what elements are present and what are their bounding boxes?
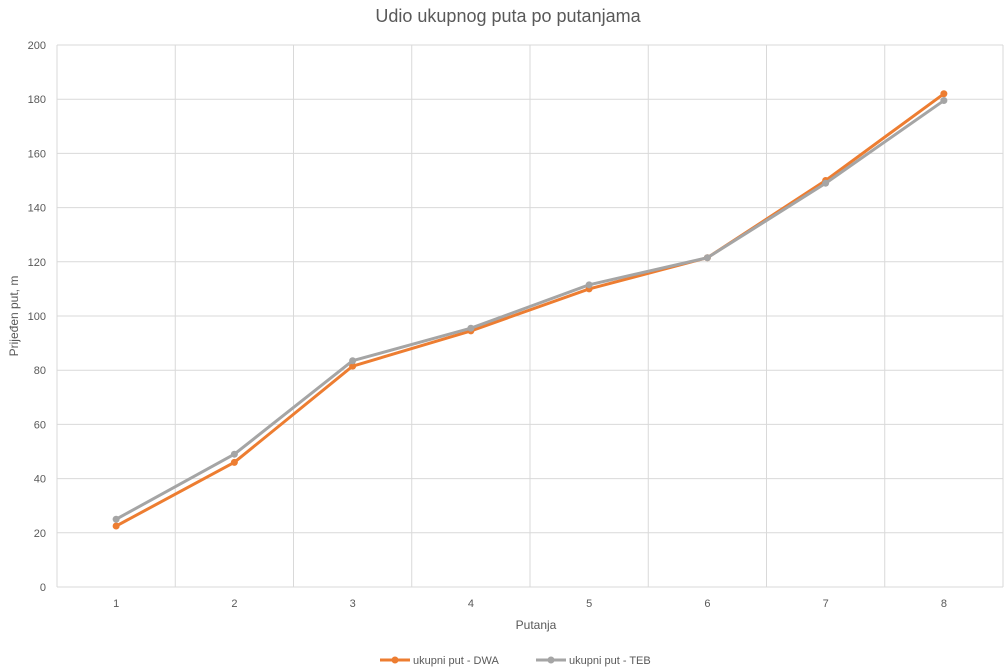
- data-point: [112, 515, 120, 523]
- x-axis-label: Putanja: [516, 618, 557, 632]
- x-tick-label: 2: [231, 598, 237, 610]
- y-tick-label: 200: [28, 40, 46, 52]
- series-line: [114, 99, 946, 521]
- y-axis-label: Prijeđen put, m: [7, 276, 21, 357]
- data-point: [230, 458, 238, 466]
- x-tick-label: 4: [468, 598, 474, 610]
- y-tick-label: 0: [40, 582, 46, 594]
- data-point: [822, 179, 830, 187]
- data-point: [703, 254, 711, 262]
- series-2: [112, 97, 948, 523]
- y-axis-ticks: 0 20 40 60 80 100 120 140 160 180 200: [28, 40, 46, 594]
- grid: [56, 44, 1004, 588]
- legend-item: ukupni put - TEB: [536, 655, 651, 667]
- y-tick-label: 20: [34, 528, 46, 540]
- y-tick-label: 60: [34, 419, 46, 431]
- x-tick-label: 7: [823, 598, 829, 610]
- y-tick-label: 80: [34, 365, 46, 377]
- legend-label: ukupni put - DWA: [413, 655, 499, 667]
- data-point: [349, 357, 357, 365]
- legend: ukupni put - DWA ukupni put - TEB: [380, 655, 651, 667]
- y-tick-label: 160: [28, 148, 46, 160]
- data-point: [467, 324, 475, 332]
- data-point: [230, 450, 238, 458]
- data-point: [940, 90, 948, 98]
- data-point: [112, 522, 120, 530]
- x-tick-label: 6: [704, 598, 710, 610]
- y-tick-label: 140: [28, 203, 46, 215]
- x-tick-label: 3: [350, 598, 356, 610]
- x-tick-label: 8: [941, 598, 947, 610]
- y-tick-label: 180: [28, 94, 46, 106]
- data-point: [585, 281, 593, 289]
- series-line: [114, 92, 946, 528]
- x-axis-ticks: 1 2 3 4 5 6 7 8: [113, 598, 947, 610]
- y-tick-label: 100: [28, 311, 46, 323]
- y-tick-label: 40: [34, 474, 46, 486]
- y-tick-label: 120: [28, 257, 46, 269]
- legend-marker: [547, 656, 555, 664]
- x-tick-label: 5: [586, 598, 592, 610]
- series: [112, 90, 948, 530]
- chart-title: Udio ukupnog puta po putanjama: [375, 6, 641, 26]
- legend-item: ukupni put - DWA: [380, 655, 499, 667]
- data-point: [349, 362, 357, 370]
- legend-marker: [391, 656, 399, 664]
- data-point: [940, 97, 948, 105]
- legend-label: ukupni put - TEB: [569, 655, 651, 667]
- x-tick-label: 1: [113, 598, 119, 610]
